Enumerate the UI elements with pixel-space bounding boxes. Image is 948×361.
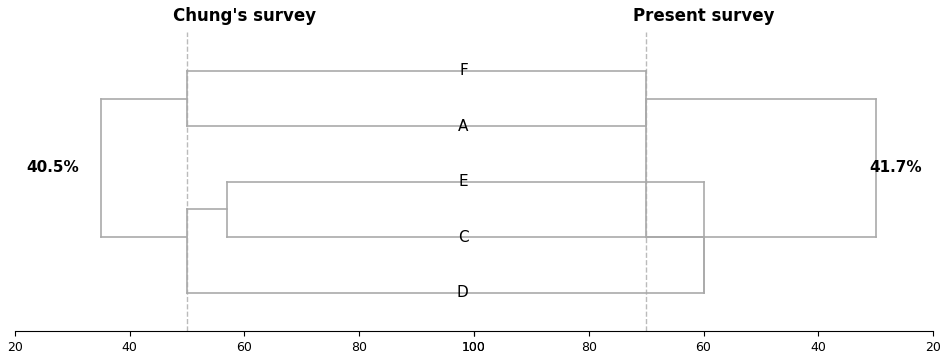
Text: E: E [459,174,468,189]
Text: A: A [458,119,468,134]
Text: D: D [480,285,491,300]
Title: Chung's survey: Chung's survey [173,7,316,25]
Text: C: C [480,230,490,245]
Text: 41.7%: 41.7% [869,160,921,175]
Text: F: F [480,63,488,78]
Text: C: C [458,230,468,245]
Text: F: F [460,63,468,78]
Title: Present survey: Present survey [633,7,775,25]
Text: E: E [480,174,489,189]
Text: A: A [480,119,490,134]
Text: 40.5%: 40.5% [27,160,79,175]
Text: D: D [457,285,468,300]
